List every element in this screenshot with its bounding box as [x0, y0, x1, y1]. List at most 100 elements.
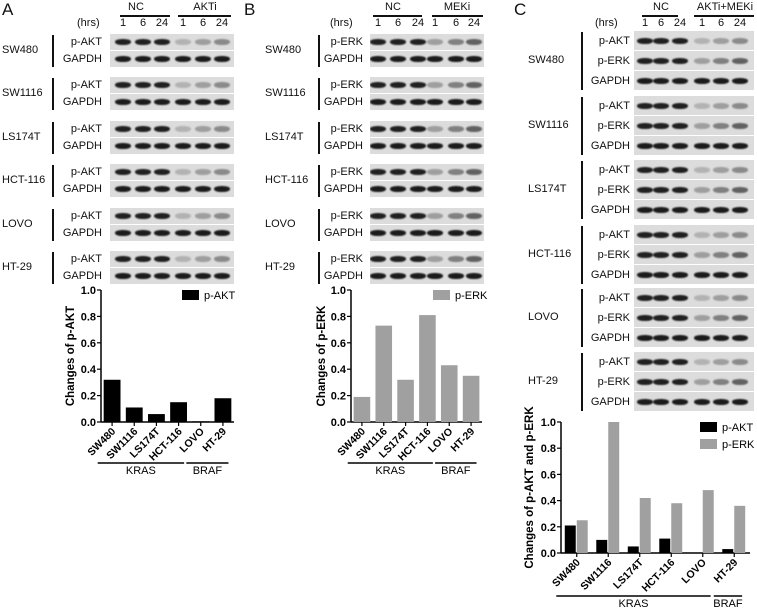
- hrs-label: (hrs): [330, 17, 353, 29]
- blot-band: [732, 231, 748, 238]
- blot-band: [653, 358, 669, 365]
- y-tick-label: 0.8: [81, 311, 96, 323]
- time-point-label: 24: [215, 17, 229, 29]
- blot-strip: [110, 34, 234, 50]
- blot-band: [390, 186, 406, 192]
- protein-label: GAPDH: [323, 53, 363, 65]
- blot-band: [154, 56, 170, 62]
- blot-band: [154, 143, 170, 149]
- blot-strip: [634, 136, 754, 155]
- blot-band: [390, 256, 406, 262]
- blot-band: [410, 213, 426, 219]
- bar: [627, 546, 639, 553]
- blot-band: [694, 166, 710, 173]
- cell-line-label: SW480: [2, 44, 39, 56]
- y-tick-label: 1.0: [541, 417, 556, 429]
- blot-band: [637, 231, 653, 238]
- blot-band: [637, 102, 653, 109]
- blot-band: [195, 169, 211, 175]
- y-tick-label: 0.4: [541, 496, 557, 508]
- blot-band: [672, 186, 688, 193]
- blot-band: [115, 126, 131, 132]
- panel-letter: A: [2, 0, 14, 19]
- blot-band: [653, 294, 669, 301]
- blot-band: [653, 206, 669, 213]
- blot-strip: [634, 245, 754, 264]
- blot-strip: [110, 164, 234, 180]
- time-point-label: 6: [452, 17, 460, 29]
- y-tick-label: 0.6: [541, 469, 556, 481]
- blot-band: [694, 57, 710, 64]
- blot-band: [637, 271, 653, 278]
- protein-label: p-AKT: [70, 210, 102, 222]
- blot-band: [195, 186, 211, 192]
- bracket-bar: [318, 78, 320, 110]
- blot-band: [214, 39, 230, 45]
- blot-band: [370, 186, 386, 192]
- blot-strip: [370, 138, 484, 154]
- cell-line-label: HCT-116: [2, 174, 46, 186]
- blot-band: [713, 358, 729, 365]
- blot-band: [713, 186, 729, 193]
- blot-band: [427, 273, 443, 279]
- blot-strip: [634, 31, 754, 50]
- blot-band: [390, 213, 406, 219]
- treatment-header-underline: [178, 15, 231, 17]
- bar: [702, 490, 714, 553]
- blot-band: [713, 142, 729, 149]
- blot-strip: [110, 138, 234, 154]
- blot-strip: [370, 77, 484, 93]
- blot-band: [370, 82, 386, 88]
- blot-band: [732, 142, 748, 149]
- blot-strip: [370, 121, 484, 137]
- blot-band: [214, 82, 230, 88]
- blot-band: [672, 77, 688, 84]
- blot-band: [466, 256, 482, 262]
- blot-band: [448, 213, 464, 219]
- protein-label: p-AKT: [70, 253, 102, 265]
- treatment-header: MEKi: [443, 1, 471, 13]
- blot-band: [195, 39, 211, 45]
- blot-band: [653, 398, 669, 405]
- blot-strip: [634, 392, 754, 411]
- blot-band: [195, 56, 211, 62]
- blot-band: [713, 251, 729, 258]
- blot-band: [115, 230, 131, 236]
- blot-band: [732, 251, 748, 258]
- blot-band: [154, 169, 170, 175]
- bar: [722, 549, 734, 553]
- blot-band: [214, 273, 230, 279]
- blot-strip: [370, 181, 484, 197]
- blot-strip: [110, 251, 234, 267]
- bracket-bar: [52, 35, 54, 67]
- blot-band: [466, 273, 482, 279]
- blot-strip: [110, 94, 234, 110]
- bracket-bar: [318, 209, 320, 241]
- cell-line-label: SW1116: [528, 119, 569, 131]
- time-point-label: 6: [199, 17, 207, 29]
- group-label: BRAF: [713, 598, 743, 609]
- blot-band: [672, 271, 688, 278]
- blot-band: [466, 82, 482, 88]
- bar: [440, 365, 458, 422]
- blot-band: [195, 273, 211, 279]
- cell-line-label: SW1116: [265, 87, 306, 99]
- protein-label: GAPDH: [62, 96, 102, 108]
- bar: [671, 503, 683, 553]
- treatment-header-underline: [694, 15, 754, 17]
- blot-band: [694, 251, 710, 258]
- blot-strip: [634, 160, 754, 179]
- y-tick-label: 0.8: [541, 443, 556, 455]
- bracket-bar: [52, 165, 54, 197]
- blot-band: [448, 273, 464, 279]
- group-label: BRAF: [441, 465, 471, 477]
- bracket-bar: [52, 78, 54, 110]
- time-point-label: 1: [179, 17, 187, 29]
- bracket-bar: [318, 35, 320, 67]
- blot-band: [390, 143, 406, 149]
- blot-band: [115, 213, 131, 219]
- blot-strip: [110, 225, 234, 241]
- protein-label: p-ERK: [597, 119, 630, 132]
- blot-band: [410, 56, 426, 62]
- treatment-header: AKTi+MEKi: [696, 1, 754, 13]
